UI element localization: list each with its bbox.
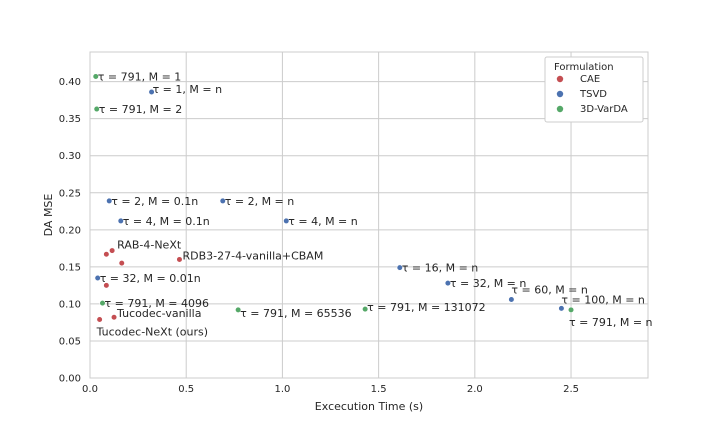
data-point-tsvd: [106, 197, 113, 205]
point-label: τ = 2, M = n: [225, 195, 295, 208]
y-tick-label: 0.15: [59, 262, 81, 273]
legend-marker: [556, 90, 564, 98]
point-label: τ = 791, M = 2: [99, 103, 183, 116]
x-axis-title: Excecution Time (s): [315, 400, 423, 413]
data-points: [92, 73, 575, 323]
data-point-tsvd: [283, 217, 290, 225]
y-tick-label: 0.30: [59, 151, 81, 162]
point-label: τ = 16, M = n: [402, 262, 479, 275]
point-label: τ = 32, M = n: [450, 277, 527, 290]
y-tick-label: 0.00: [59, 374, 81, 385]
legend-marker: [556, 105, 564, 113]
x-tick-label: 0.5: [178, 384, 194, 395]
y-tick-label: 0.20: [59, 225, 81, 236]
data-point-cae: [110, 314, 118, 321]
data-point-cae: [103, 282, 110, 289]
legend-marker: [556, 75, 564, 83]
legend-label: TSVD: [579, 89, 607, 100]
data-point-tsvd: [558, 305, 565, 312]
y-tick-label: 0.05: [59, 336, 81, 347]
point-label: Tucodec-NeXt (ours): [96, 325, 208, 338]
x-tick-label: 2.0: [467, 384, 483, 395]
data-point-tsvd: [148, 88, 155, 96]
data-point-cae: [118, 260, 125, 267]
point-label: τ = 60, M = n: [511, 283, 588, 296]
x-tick-label: 1.5: [371, 384, 387, 395]
legend: Formulation CAE TSVD 3D-VarDA: [544, 56, 644, 123]
data-point-3d-varda: [567, 306, 575, 313]
legend-entries: CAE TSVD 3D-VarDA: [556, 74, 628, 115]
point-label: τ = 791, M = 1: [98, 70, 182, 83]
y-tick-label: 0.25: [59, 188, 81, 199]
point-label: τ = 4, M = n: [288, 215, 358, 228]
point-label: τ = 4, M = 0.1n: [123, 215, 210, 228]
data-point-tsvd: [94, 274, 101, 282]
y-axis-title: DA MSE: [42, 194, 55, 237]
data-point-tsvd: [444, 280, 451, 287]
point-label: RAB-4-NeXt: [117, 239, 182, 252]
y-tick-label: 0.10: [59, 299, 81, 310]
y-tick-label: 0.35: [59, 114, 81, 125]
data-point-3d-varda: [93, 105, 100, 113]
point-label: τ = 2, M = 0.1n: [111, 195, 198, 208]
point-label: Tucodec-vanilla: [116, 307, 201, 320]
data-point-cae: [96, 316, 103, 323]
tick-labels: 0.0 0.5 1.0 1.5 2.0 2.5 0.00 0.05 0.10 0.15 0.20 0.…: [59, 77, 579, 395]
plot-frame: [89, 51, 649, 379]
point-label: τ = 791, M = 4096: [105, 297, 210, 310]
data-point-3d-varda: [92, 73, 99, 80]
legend-label: 3D-VarDA: [580, 104, 628, 115]
point-label: τ = 32, M = 0.01n: [100, 272, 201, 285]
legend-label: CAE: [580, 74, 600, 85]
point-label: τ = 100, M = n: [561, 293, 645, 306]
data-point-3d-varda: [235, 306, 242, 313]
data-point-3d-varda: [362, 305, 369, 313]
point-label: τ = 791, M = n: [569, 316, 653, 329]
point-label: RDB3-27-4-vanilla+CBAM: [182, 249, 323, 262]
data-point-cae: [176, 256, 183, 263]
x-tick-label: 2.5: [563, 384, 579, 395]
data-point-tsvd: [219, 197, 226, 205]
legend-title: Formulation: [554, 62, 614, 73]
point-label: τ = 791, M = 131072: [367, 301, 486, 314]
point-label: τ = 791, M = 65536: [240, 307, 352, 320]
legend-box: [544, 56, 644, 123]
y-tick-label: 0.40: [59, 77, 81, 88]
data-point-cae: [109, 247, 116, 254]
x-tick-label: 0.0: [82, 384, 98, 395]
data-point-tsvd: [396, 264, 403, 271]
data-point-tsvd: [508, 296, 515, 303]
data-point-3d-varda: [99, 300, 106, 307]
data-point-cae: [103, 251, 110, 258]
data-point-tsvd: [117, 217, 124, 225]
point-label: τ = 1, M = n: [153, 83, 223, 96]
x-tick-label: 1.0: [274, 384, 290, 395]
